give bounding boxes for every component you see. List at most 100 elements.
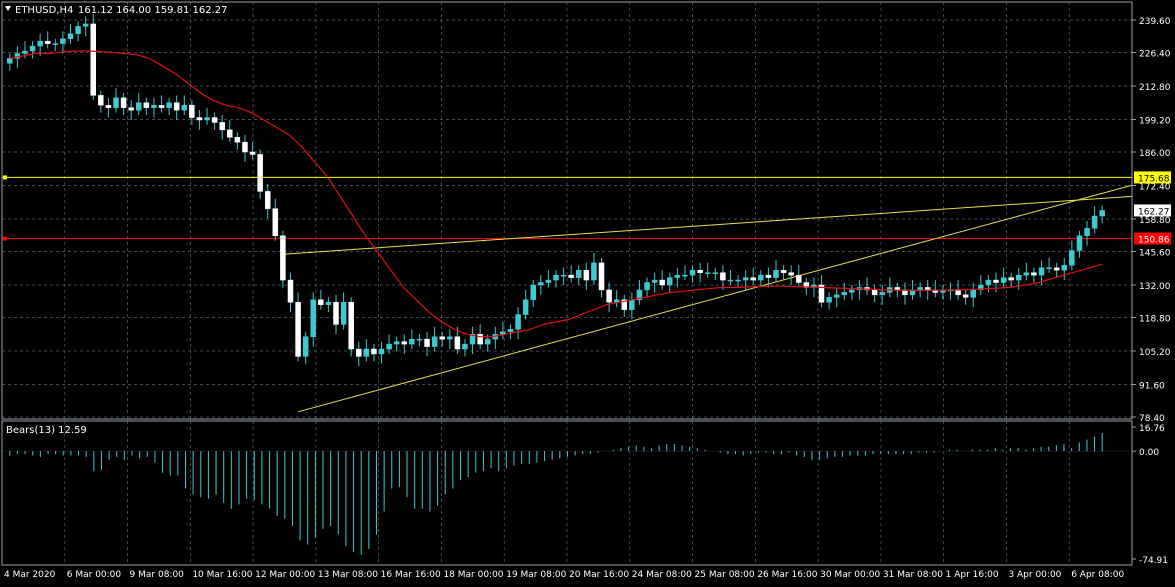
- candle-body: [318, 299, 324, 305]
- price-axis-label: 105.20: [1139, 348, 1171, 358]
- candle-body: [416, 338, 423, 341]
- level-handle: [3, 175, 7, 180]
- trendline-resistance: [282, 195, 1133, 255]
- candle-body: [447, 336, 453, 340]
- candle-body: [90, 23, 96, 96]
- time-axis-label: 13 Mar 08:00: [318, 570, 378, 580]
- candle-body: [484, 338, 491, 345]
- candle-body: [136, 102, 142, 111]
- price-tag-yellow-level-text: 175.68: [1138, 174, 1170, 184]
- time-axis-label: 12 Mar 00:00: [255, 570, 315, 580]
- price-axis-label: 239.60: [1139, 17, 1171, 27]
- candle-body: [841, 292, 848, 296]
- ohlc-values: 161.12 164.00 159.81 162.27: [78, 5, 228, 16]
- candle-body: [1023, 272, 1030, 276]
- dropdown-arrow-icon[interactable]: [5, 6, 11, 11]
- candle-body: [22, 50, 28, 54]
- candle-body: [629, 299, 635, 310]
- candle-body: [264, 191, 271, 209]
- candle-body: [651, 279, 658, 283]
- indicator-plot-border: [1, 420, 1133, 566]
- candle-body: [219, 122, 225, 131]
- candle-body: [962, 294, 969, 298]
- price-axis-label: 132.00: [1139, 282, 1171, 292]
- time-axis-label: 6 Apr 08:00: [1071, 570, 1124, 580]
- candle-body: [955, 289, 961, 296]
- time-axis-label: 25 Mar 08:00: [695, 570, 755, 580]
- candle-body: [340, 301, 347, 325]
- candle-body: [674, 274, 681, 278]
- candle-body: [37, 40, 43, 47]
- main-plot-border: [1, 1, 1133, 420]
- candle-body: [1046, 267, 1052, 270]
- candle-body: [849, 289, 855, 293]
- candle-body: [1069, 250, 1075, 266]
- candle-body: [727, 279, 734, 282]
- price-axis-label: 145.60: [1139, 249, 1171, 259]
- candle-body: [879, 292, 885, 296]
- candle-body: [978, 284, 984, 291]
- candle-body: [371, 348, 377, 355]
- candle-body: [871, 289, 878, 296]
- candle-body: [985, 279, 992, 286]
- candle-body: [173, 102, 180, 111]
- candle-body: [522, 299, 529, 315]
- candle-body: [325, 301, 332, 305]
- candle-body: [750, 277, 756, 281]
- candle-body: [621, 299, 628, 310]
- candles: [7, 14, 1105, 367]
- candle-body: [227, 129, 233, 138]
- candle-body: [151, 104, 157, 108]
- candle-body: [689, 269, 696, 276]
- candle-body: [386, 343, 392, 350]
- candle-body: [591, 262, 597, 281]
- candle-body: [439, 336, 445, 340]
- time-axis-label: 20 Mar 16:00: [569, 570, 629, 580]
- candle-body: [166, 102, 172, 108]
- candle-body: [1000, 277, 1007, 283]
- time-axis-label: 18 Mar 00:00: [443, 570, 503, 580]
- candle-body: [788, 272, 794, 276]
- candle-body: [538, 282, 544, 286]
- time-axis-label: 24 Mar 08:00: [632, 570, 692, 580]
- chart-frame: [1, 1, 1133, 566]
- candle-body: [1091, 215, 1098, 229]
- candle-body: [44, 40, 51, 44]
- price-axis-label: 78.40: [1139, 414, 1165, 424]
- candle-body: [1076, 235, 1083, 251]
- indicator-label: Bears(13) 12.59: [6, 425, 87, 436]
- time-axis-label: 4 Mar 2020: [4, 570, 56, 580]
- candle-body: [52, 43, 59, 45]
- candle-body: [780, 269, 787, 273]
- trendline-support: [297, 184, 1133, 413]
- candle-body: [742, 277, 749, 281]
- moving-average: [9, 50, 1103, 338]
- candle-body: [128, 107, 134, 111]
- candle-body: [704, 272, 711, 274]
- indicator-axis-label: 0.00: [1139, 448, 1159, 458]
- price-axis-label: 199.20: [1139, 116, 1171, 126]
- candle-body: [105, 104, 112, 108]
- candle-body: [970, 289, 976, 298]
- candle-body: [818, 284, 825, 303]
- candle-body: [431, 336, 438, 347]
- time-axis-label: 1 Apr 16:00: [946, 570, 999, 580]
- level-handle: [3, 236, 7, 241]
- ma-line: [9, 50, 1103, 338]
- candle-body: [568, 274, 574, 278]
- candle-body: [67, 33, 74, 39]
- candle-body: [462, 343, 468, 350]
- time-axis-label: 3 Apr 00:00: [1008, 570, 1061, 580]
- candle-body: [697, 269, 703, 273]
- candle-body: [280, 235, 286, 281]
- price-tag-current-bg: [1134, 204, 1171, 217]
- candle-body: [120, 97, 127, 108]
- candle-body: [295, 301, 301, 357]
- time-axis-label: 10 Mar 16:00: [192, 570, 252, 580]
- price-axis-label: 118.80: [1139, 315, 1171, 325]
- candle-body: [348, 301, 354, 350]
- candle-body: [113, 97, 119, 108]
- candle-body: [1038, 267, 1045, 276]
